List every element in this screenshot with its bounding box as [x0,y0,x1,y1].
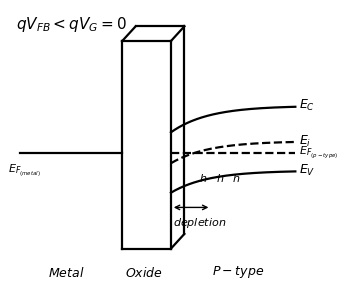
Text: $E_C$: $E_C$ [299,98,315,113]
Text: $E_{F_{(p-type)}}$: $E_{F_{(p-type)}}$ [299,145,338,161]
Text: $depletion$: $depletion$ [173,216,226,230]
Text: $Oxide$: $Oxide$ [125,266,163,280]
Text: $h$: $h$ [216,172,224,184]
Text: $h$: $h$ [232,172,241,184]
Text: $Metal$: $Metal$ [49,266,85,280]
Text: $E_i$: $E_i$ [299,134,311,149]
Text: $P-type$: $P-type$ [212,264,264,280]
Text: $qV_{FB} < qV_G = 0$: $qV_{FB} < qV_G = 0$ [16,15,127,34]
Text: $E_{F_{(metal)}}$: $E_{F_{(metal)}}$ [8,163,41,179]
Text: $h$: $h$ [199,172,207,184]
Text: $E_V$: $E_V$ [299,163,315,178]
